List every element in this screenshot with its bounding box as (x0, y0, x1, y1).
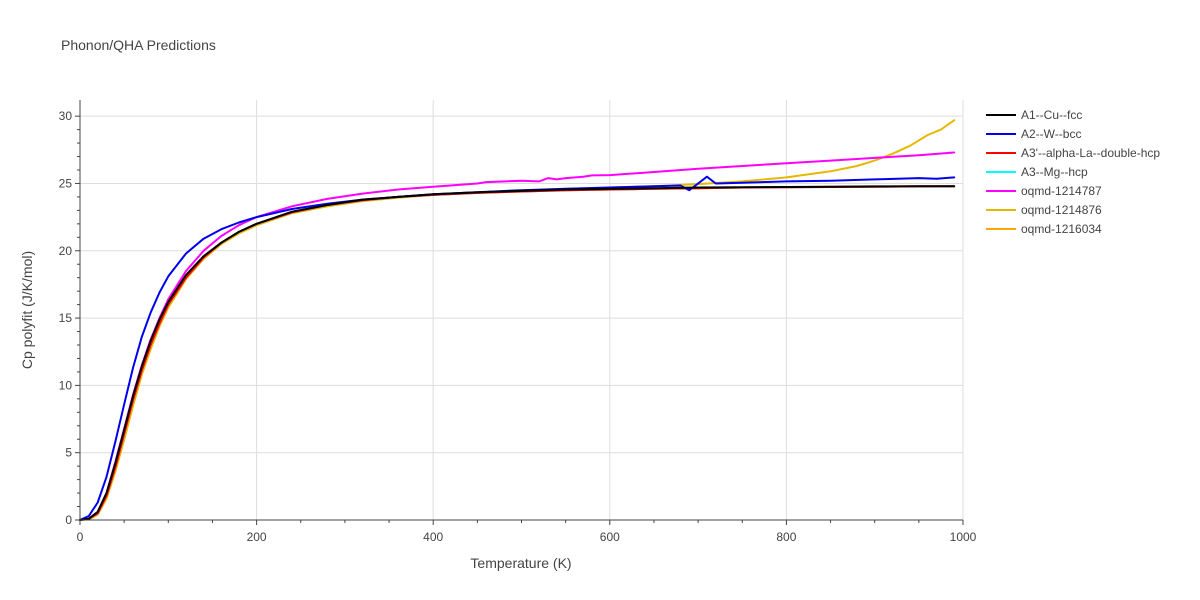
legend-item[interactable]: A3'--alpha-La--double-hcp (986, 146, 1160, 160)
x-tick-label: 800 (776, 530, 796, 544)
series-line-oqmd-1216034 (79, 185, 956, 521)
x-tick-label: 1000 (950, 530, 977, 544)
legend-label: oqmd-1214787 (1021, 184, 1102, 198)
legend-item[interactable]: oqmd-1216034 (986, 222, 1102, 236)
grid (80, 100, 964, 520)
y-tick-label: 20 (59, 244, 73, 258)
x-tick-label: 200 (247, 530, 267, 544)
legend-label: oqmd-1216034 (1021, 222, 1102, 236)
y-tick-label: 0 (65, 513, 72, 527)
series-line-A3'--alpha-La--double-hcp (79, 185, 956, 521)
legend-item[interactable]: A2--W--bcc (986, 127, 1081, 141)
y-tick-label: 15 (59, 311, 73, 325)
x-axis-title: Temperature (K) (470, 555, 571, 571)
legend-label: A2--W--bcc (1021, 127, 1081, 141)
x-tick-label: 0 (77, 530, 84, 544)
legend-item[interactable]: oqmd-1214787 (986, 184, 1102, 198)
y-tick-label: 5 (65, 446, 72, 460)
legend-item[interactable]: A3--Mg--hcp (986, 165, 1088, 179)
x-tick-label: 600 (600, 530, 620, 544)
legend-label: A1--Cu--fcc (1021, 108, 1082, 122)
legend-label: A3'--alpha-La--double-hcp (1021, 146, 1160, 160)
y-tick-label: 30 (59, 109, 73, 123)
series-line-A2--W--bcc (79, 175, 956, 521)
legend-label: A3--Mg--hcp (1021, 165, 1088, 179)
y-axis-title: Cp polyfit (J/K/mol) (19, 251, 35, 369)
plot-area (79, 119, 956, 521)
legend-item[interactable]: A1--Cu--fcc (986, 108, 1082, 122)
legend: A1--Cu--fcc A2--W--bcc A3'--alpha-La--doub… (986, 108, 1160, 236)
legend-item[interactable]: oqmd-1214876 (986, 203, 1102, 217)
y-tick-label: 25 (59, 176, 73, 190)
series-line-oqmd-1214787 (79, 151, 956, 521)
y-tick-label: 10 (59, 378, 73, 392)
axes: 0 200 400 600 800 1000 0 5 10 15 20 25 30 (59, 100, 977, 544)
x-tick-label: 400 (423, 530, 443, 544)
series-line-A1--Cu--fcc (79, 185, 956, 521)
legend-label: oqmd-1214876 (1021, 203, 1102, 217)
series-line-A3--Mg--hcp (79, 185, 956, 521)
chart-title: Phonon/QHA Predictions (61, 37, 216, 53)
